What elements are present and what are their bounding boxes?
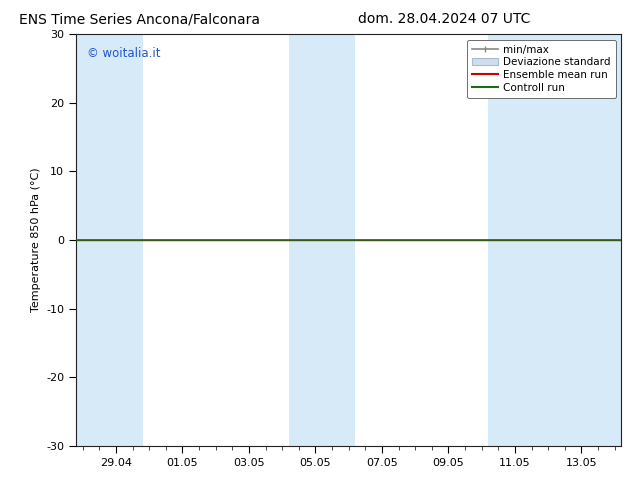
Bar	[488, 34, 621, 446]
Text: © woitalia.it: © woitalia.it	[87, 47, 160, 60]
Bar	[76, 34, 143, 446]
Text: dom. 28.04.2024 07 UTC: dom. 28.04.2024 07 UTC	[358, 12, 530, 26]
Y-axis label: Temperature 850 hPa (°C): Temperature 850 hPa (°C)	[30, 168, 41, 313]
Legend: min/max, Deviazione standard, Ensemble mean run, Controll run: min/max, Deviazione standard, Ensemble m…	[467, 40, 616, 98]
Bar	[289, 34, 355, 446]
Text: ENS Time Series Ancona/Falconara: ENS Time Series Ancona/Falconara	[19, 12, 260, 26]
